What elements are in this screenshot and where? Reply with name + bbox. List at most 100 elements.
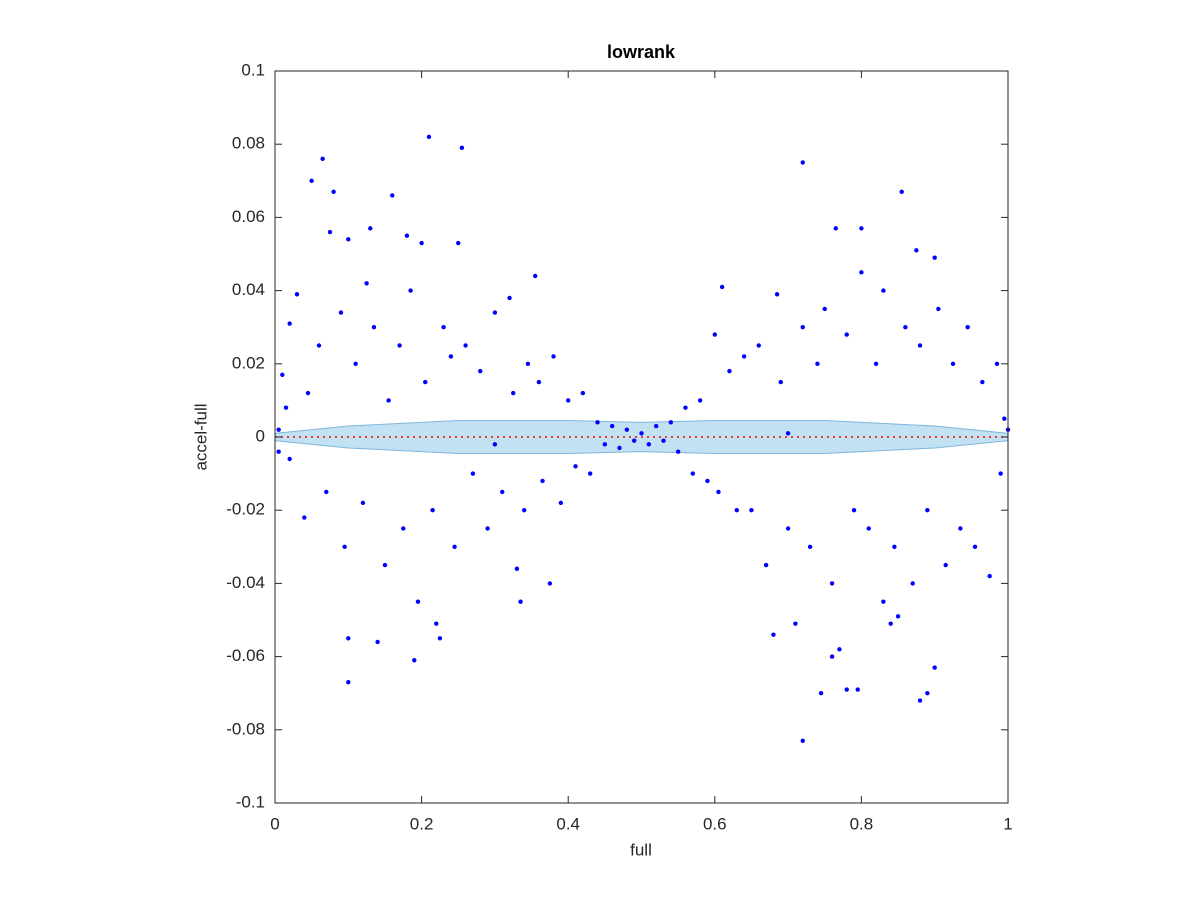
point	[324, 489, 329, 495]
point	[305, 390, 311, 396]
point	[309, 178, 314, 183]
point	[741, 354, 747, 359]
point	[807, 544, 813, 549]
x-tick-label: 0.2	[410, 814, 434, 833]
point	[987, 573, 992, 579]
point	[287, 456, 292, 462]
point	[280, 372, 285, 377]
point	[609, 423, 615, 429]
y-tick-label: -0.06	[226, 646, 265, 665]
point	[639, 431, 644, 436]
point	[844, 687, 849, 692]
point	[382, 562, 388, 568]
point	[547, 581, 553, 586]
point	[925, 691, 930, 696]
point	[892, 544, 897, 549]
point	[749, 508, 754, 513]
point	[364, 281, 369, 286]
point	[859, 226, 864, 231]
y-tick-label: -0.04	[226, 573, 265, 592]
point	[283, 405, 289, 410]
y-axis-label: accel-full	[191, 403, 210, 470]
y-tick-label: -0.02	[226, 500, 265, 519]
point	[525, 361, 531, 366]
point	[675, 449, 681, 454]
point	[855, 687, 860, 692]
point	[833, 226, 838, 231]
point	[910, 581, 915, 586]
point	[727, 368, 732, 374]
point	[994, 361, 1000, 366]
x-tick-label: 1	[1003, 814, 1012, 833]
point	[415, 599, 421, 604]
point	[338, 310, 344, 315]
point	[353, 361, 358, 366]
point	[800, 160, 805, 165]
point	[888, 621, 893, 626]
y-tick-label: 0.02	[232, 353, 265, 372]
point	[756, 343, 761, 348]
point	[734, 508, 739, 513]
point	[401, 526, 406, 531]
point	[540, 478, 545, 484]
point	[844, 332, 849, 337]
point	[368, 226, 373, 231]
point	[697, 398, 703, 403]
point	[972, 544, 978, 549]
point	[932, 665, 937, 670]
y-tick-label: 0.08	[232, 134, 265, 153]
point	[408, 288, 413, 293]
point	[895, 614, 901, 619]
point	[342, 544, 347, 549]
point	[573, 464, 578, 469]
point	[287, 321, 292, 326]
point	[602, 442, 608, 447]
point	[327, 229, 333, 235]
point	[624, 427, 630, 432]
point	[302, 515, 307, 520]
point	[965, 325, 970, 330]
point	[492, 310, 498, 315]
point	[800, 738, 805, 743]
point	[390, 193, 395, 198]
point	[653, 423, 659, 429]
point	[873, 361, 879, 366]
point	[917, 343, 923, 348]
point	[276, 449, 281, 454]
point	[719, 284, 725, 290]
point	[430, 508, 435, 513]
point	[936, 306, 941, 312]
point	[771, 632, 776, 637]
point	[346, 237, 351, 242]
point	[470, 471, 476, 476]
point	[829, 654, 835, 659]
point	[785, 431, 791, 436]
point	[346, 680, 351, 685]
point	[518, 599, 523, 604]
point	[587, 471, 593, 476]
point	[866, 526, 871, 531]
point	[851, 508, 857, 513]
point	[617, 445, 622, 451]
point	[511, 390, 516, 396]
point	[914, 248, 919, 253]
point	[903, 325, 908, 330]
point	[371, 325, 377, 330]
point	[958, 526, 963, 531]
point	[774, 292, 780, 297]
point	[881, 288, 886, 293]
point	[294, 292, 300, 297]
point	[815, 361, 820, 366]
point	[551, 354, 556, 359]
point	[925, 508, 930, 513]
point	[419, 240, 424, 246]
point	[316, 343, 322, 348]
point	[818, 691, 824, 696]
point	[778, 379, 783, 385]
point	[595, 420, 600, 425]
point	[881, 599, 886, 604]
point	[793, 621, 798, 626]
point	[276, 427, 281, 432]
x-axis-label: full	[630, 840, 652, 859]
chart-title: lowrank	[607, 42, 676, 62]
